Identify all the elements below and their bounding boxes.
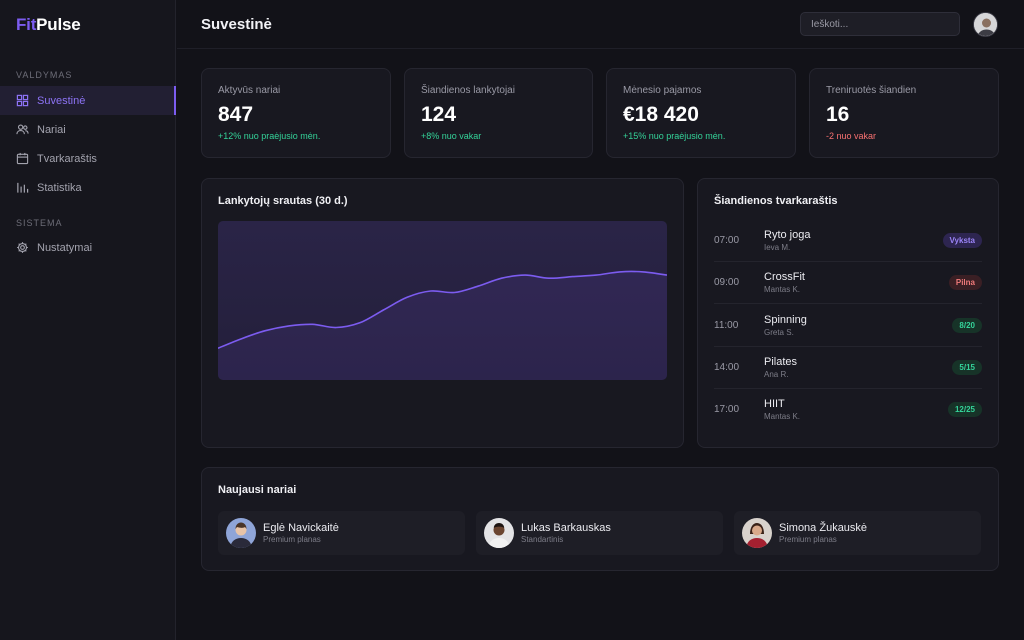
gear-icon	[17, 242, 28, 253]
schedule-trainer: Ieva M.	[764, 243, 791, 252]
app-logo[interactable]: FitPulse	[16, 15, 81, 34]
latest-members-card: Naujausi nariai Eglė Navickaitė Premium …	[201, 467, 999, 571]
schedule-trainer: Mantas K.	[764, 412, 801, 421]
schedule-trainer: Ana R.	[764, 370, 789, 379]
member-plan: Standartinis	[521, 535, 564, 544]
stat-card-revenue: Mėnesio pajamos €18 420 +15% nuo praėjus…	[606, 68, 796, 158]
stat-label: Šiandienos lankytojai	[421, 85, 515, 96]
chart-title: Lankytojų srautas (30 d.)	[218, 195, 348, 207]
user-avatar[interactable]	[973, 12, 998, 37]
capacity-badge: 8/20	[952, 318, 982, 333]
stat-value: 124	[421, 103, 457, 126]
members-title: Naujausi nariai	[218, 484, 297, 496]
bar-chart-icon	[17, 182, 29, 193]
member-name: Lukas Barkauskas	[521, 522, 611, 534]
avatar	[226, 518, 256, 548]
users-icon	[16, 124, 29, 135]
schedule-row[interactable]: 09:00 CrossFit Mantas K. Pilna	[714, 262, 982, 304]
member-plan: Premium planas	[263, 535, 321, 544]
schedule-class-name: Pilates	[764, 356, 798, 368]
sidebar-item-dashboard[interactable]: Suvestinė	[0, 86, 176, 115]
stat-value: €18 420	[623, 103, 699, 126]
series-area	[218, 271, 667, 380]
member-item[interactable]: Eglė Navickaitė Premium planas	[218, 511, 465, 555]
stat-label: Treniruotės šiandien	[826, 85, 917, 96]
sidebar-item-members[interactable]: Nariai	[0, 115, 176, 144]
capacity-badge: 5/15	[952, 360, 982, 375]
sidebar: FitPulse VALDYMAS Suvestinė Nariai Tvark…	[0, 0, 176, 640]
stat-change: +12% nuo praėjusio mėn.	[218, 131, 321, 141]
calendar-icon	[16, 152, 29, 165]
schedule-title: Šiandienos tvarkaraštis	[714, 195, 838, 207]
stat-change: +8% nuo vakar	[421, 131, 482, 141]
schedule-row[interactable]: 17:00 HIIT Mantas K. 12/25	[714, 389, 982, 431]
schedule-time: 17:00	[714, 404, 740, 415]
stat-label: Aktyvūs nariai	[218, 85, 281, 96]
search-input[interactable]	[800, 12, 960, 36]
avatar	[742, 518, 772, 548]
sidebar-item-settings[interactable]: Nustatymai	[0, 233, 176, 262]
capacity-badge: 12/25	[947, 402, 982, 417]
status-badge: Vyksta	[942, 233, 982, 248]
sidebar-section-label: VALDYMAS	[16, 70, 73, 80]
schedule-class-name: Spinning	[764, 314, 807, 326]
schedule-time: 11:00	[714, 320, 739, 331]
schedule-class-name: HIIT	[764, 398, 785, 410]
schedule-row[interactable]: 07:00 Ryto joga Ieva M. Vyksta	[714, 220, 982, 262]
top-bar: Suvestinė	[177, 0, 1024, 49]
page-title: Suvestinė	[201, 16, 272, 33]
sidebar-item-label: Nustatymai	[37, 241, 93, 254]
schedule-card: Šiandienos tvarkaraštis 07:00 Ryto joga …	[697, 178, 999, 448]
schedule-row[interactable]: 14:00 Pilates Ana R. 5/15	[714, 347, 982, 389]
chart-svg	[218, 270, 667, 380]
sidebar-item-label: Statistika	[37, 181, 82, 194]
stat-card-visitors: Šiandienos lankytojai 124 +8% nuo vakar	[404, 68, 593, 158]
sidebar-item-label: Suvestinė	[37, 94, 86, 107]
schedule-trainer: Greta S.	[764, 328, 794, 337]
stat-card-active-members: Aktyvūs nariai 847 +12% nuo praėjusio mė…	[201, 68, 391, 158]
stat-change: -2 nuo vakar	[826, 131, 877, 141]
avatar	[484, 518, 514, 548]
stat-card-workouts: Treniruotės šiandien 16 -2 nuo vakar	[809, 68, 999, 158]
stat-change: +15% nuo praėjusio mėn.	[623, 131, 726, 141]
member-plan: Premium planas	[779, 535, 837, 544]
schedule-class-name: CrossFit	[764, 271, 805, 283]
sidebar-item-statistics[interactable]: Statistika	[0, 173, 176, 202]
schedule-time: 07:00	[714, 235, 740, 246]
member-name: Eglė Navickaitė	[263, 522, 339, 534]
series-line	[218, 270, 667, 349]
schedule-class-name: Ryto joga	[764, 229, 811, 241]
sidebar-item-label: Tvarkaraštis	[37, 152, 97, 165]
stat-label: Mėnesio pajamos	[623, 85, 702, 96]
member-item[interactable]: Lukas Barkauskas Standartinis	[476, 511, 723, 555]
sidebar-item-label: Nariai	[37, 123, 66, 136]
grid-icon	[16, 94, 29, 107]
schedule-row[interactable]: 11:00 Spinning Greta S. 8/20	[714, 305, 982, 347]
schedule-time: 09:00	[714, 277, 740, 288]
traffic-chart-card: Lankytojų srautas (30 d.)	[201, 178, 684, 448]
member-item[interactable]: Simona Žukauskė Premium planas	[734, 511, 981, 555]
stat-value: 16	[826, 103, 850, 126]
sidebar-item-schedule[interactable]: Tvarkaraštis	[0, 144, 176, 173]
member-name: Simona Žukauskė	[779, 522, 868, 534]
status-badge: Pilna	[948, 275, 982, 290]
stat-value: 847	[218, 103, 254, 126]
schedule-time: 14:00	[714, 362, 740, 373]
traffic-chart	[218, 221, 667, 380]
sidebar-section-label: SISTEMA	[16, 218, 63, 228]
schedule-trainer: Mantas K.	[764, 285, 801, 294]
